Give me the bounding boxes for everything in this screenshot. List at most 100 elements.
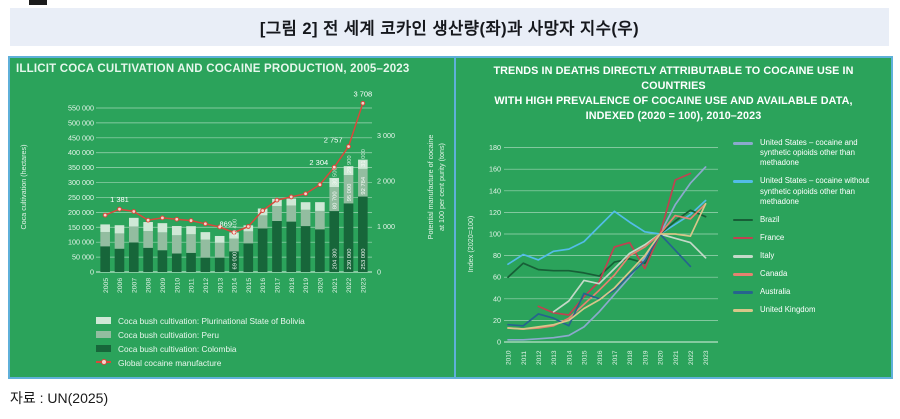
legend-line-swatch bbox=[733, 309, 753, 312]
y-axis-tick-left: 200 000 bbox=[68, 208, 94, 217]
legend-label: Brazil bbox=[760, 214, 780, 224]
bar-segment-colombia bbox=[229, 251, 239, 272]
series-line bbox=[507, 166, 707, 341]
bar-segment-bolivia bbox=[186, 226, 196, 235]
bar-value-label: 80 700 bbox=[333, 191, 339, 209]
legend-item: United Kingdom bbox=[733, 305, 886, 315]
bar-segment-bolivia bbox=[157, 223, 168, 233]
legend-item: Coca bush cultivation: Colombia bbox=[96, 344, 305, 354]
y-axis-tick: 60 bbox=[493, 273, 501, 282]
left-chart-plot: 0 50 000 100 000 150 000 200 000 250 000 300 0… bbox=[19, 89, 446, 293]
legend-line-swatch bbox=[96, 359, 111, 365]
bar-value-label: 253 000 bbox=[361, 249, 367, 270]
y-axis-tick: 140 bbox=[489, 186, 501, 195]
x-axis-tick: 2020 bbox=[658, 350, 665, 365]
y-axis-tick-left: 450 000 bbox=[68, 133, 94, 142]
y-axis-label: Index (2020=100) bbox=[466, 216, 475, 273]
y-axis-tick-left: 500 000 bbox=[68, 118, 94, 127]
legend-item: Italy bbox=[733, 251, 886, 261]
legend-item: Australia bbox=[733, 287, 886, 297]
line-marker bbox=[102, 212, 108, 218]
y-axis-tick-right: 1 000 bbox=[377, 222, 395, 231]
x-axis-tick: 2023 bbox=[703, 350, 710, 365]
left-chart-legend: Coca bush cultivation: Plurinational Sta… bbox=[96, 316, 305, 372]
legend-item: United States – cocaine and synthetic op… bbox=[733, 138, 886, 168]
y-axis-label-left: Coca cultivation (hectares) bbox=[19, 144, 28, 229]
bar-segment-bolivia bbox=[315, 202, 325, 211]
right-chart-legend: United States – cocaine and synthetic op… bbox=[733, 138, 886, 324]
x-axis-tick: 2019 bbox=[303, 278, 310, 293]
bar-segment-colombia bbox=[143, 247, 153, 272]
bar-segment-peru bbox=[257, 215, 268, 229]
legend-line-marker bbox=[101, 359, 107, 365]
y-axis-tick: 40 bbox=[493, 294, 501, 303]
x-axis-tick: 2018 bbox=[627, 350, 634, 365]
line-annotation: 3 708 bbox=[353, 89, 372, 98]
x-axis-tick: 2022 bbox=[688, 350, 695, 365]
line-annotation: 2 304 bbox=[309, 158, 328, 167]
legend-line-swatch bbox=[733, 218, 753, 222]
line-marker bbox=[288, 194, 294, 200]
right-chart: 0 20 40 60 80 100 120 140 160 180 2010 2011 2012 2013… bbox=[466, 143, 718, 365]
series-line bbox=[537, 172, 692, 316]
bar-segment-peru bbox=[329, 187, 340, 212]
bar-segment-peru bbox=[128, 226, 139, 243]
legend-label: Coca bush cultivation: Plurinational Sta… bbox=[118, 316, 305, 326]
bar-segment-colombia bbox=[186, 252, 196, 272]
bar-segment-bolivia bbox=[114, 225, 125, 234]
bar-segment-colombia bbox=[286, 221, 297, 272]
legend-label: Canada bbox=[760, 269, 788, 279]
x-axis-tick: 2018 bbox=[289, 278, 296, 293]
y-axis-label-right: at 100 per cent purity (tons) bbox=[437, 143, 446, 231]
figure-caption: [그림 2] 전 세계 코카인 생산량(좌)과 사망자 지수(우) bbox=[259, 20, 640, 38]
legend-line-swatch bbox=[733, 180, 753, 183]
line-marker bbox=[145, 217, 151, 223]
x-axis-tick: 2011 bbox=[521, 351, 528, 365]
right-chart-title-line3: INDEXED (2020 = 100), 2010–2023 bbox=[585, 110, 762, 123]
left-chart-title: ILLICIT COCA CULTIVATION AND COCAINE PRO… bbox=[16, 63, 410, 75]
figure-panel: ILLICIT COCA CULTIVATION AND COCAINE PRO… bbox=[8, 56, 893, 379]
x-axis-tick: 2021 bbox=[673, 350, 680, 365]
bar-segment-peru bbox=[171, 235, 182, 254]
x-axis-tick: 2020 bbox=[317, 278, 324, 293]
y-axis-tick: 120 bbox=[489, 208, 501, 217]
line-annotation: 2 757 bbox=[324, 136, 343, 145]
bar-segment-colombia bbox=[358, 196, 368, 272]
x-axis-tick: 2017 bbox=[275, 278, 282, 293]
right-chart-title-line2: WITH HIGH PREVALENCE OF COCAINE USE AND … bbox=[494, 95, 853, 108]
bar-segment-colombia bbox=[157, 250, 168, 272]
y-axis-tick-right: 2 000 bbox=[377, 177, 395, 186]
line-marker bbox=[231, 230, 237, 235]
bar-segment-peru bbox=[300, 209, 311, 227]
x-axis-tick: 2022 bbox=[346, 278, 353, 293]
legend-swatch bbox=[96, 317, 111, 324]
bar-segment-bolivia bbox=[143, 222, 153, 232]
page-edge-artifact bbox=[29, 0, 47, 5]
y-axis-tick: 160 bbox=[489, 165, 501, 174]
series-line bbox=[507, 209, 707, 279]
bar-segment-peru bbox=[143, 231, 153, 248]
bar-segment-peru bbox=[114, 233, 125, 249]
x-axis-tick: 2009 bbox=[160, 278, 167, 293]
legend-line-swatch bbox=[733, 273, 753, 276]
x-axis-tick: 2021 bbox=[332, 278, 339, 293]
x-axis-tick: 2019 bbox=[642, 350, 649, 365]
bar-segment-bolivia bbox=[214, 235, 225, 243]
legend-label: United States – cocaine and synthetic op… bbox=[760, 138, 858, 168]
bar-segment-colombia bbox=[257, 228, 268, 272]
bar-value-label: 31 000 bbox=[361, 149, 367, 167]
bar-segment-colombia bbox=[272, 221, 282, 272]
series-line bbox=[507, 199, 707, 266]
bar-value-label: 20 400 bbox=[232, 219, 238, 237]
legend-item: Coca bush cultivation: Plurinational Sta… bbox=[96, 316, 305, 326]
bar-value-label: 230 000 bbox=[347, 249, 353, 270]
left-chart: 0 50 000 100 000 150 000 200 000 250 000 300 0… bbox=[19, 89, 446, 293]
line-annotation: 869 bbox=[219, 219, 232, 228]
bar-segment-peru bbox=[315, 210, 325, 230]
bar-value-label: 204 300 bbox=[333, 249, 339, 270]
line-marker bbox=[346, 144, 351, 149]
right-chart-panel: TRENDS IN DEATHS DIRECTLY ATTRIBUTABLE T… bbox=[456, 58, 891, 377]
line-marker bbox=[260, 208, 266, 213]
x-axis-tick: 2014 bbox=[232, 278, 239, 293]
left-chart-panel: ILLICIT COCA CULTIVATION AND COCAINE PRO… bbox=[10, 58, 456, 377]
